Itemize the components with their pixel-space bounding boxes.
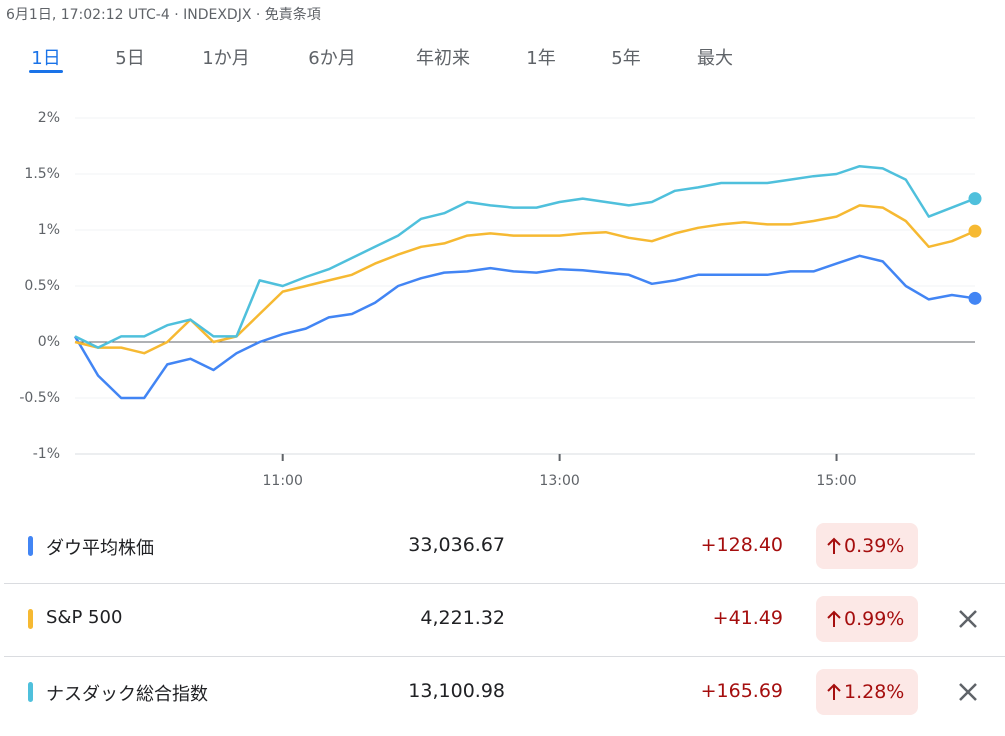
header: 6月1日, 17:02:12 UTC-4 · INDEXDJX · 免責条項	[6, 7, 321, 23]
table-row: ダウ平均株価 33,036.67 +128.40 0.39%	[4, 510, 1005, 584]
tab[interactable]: 5日	[115, 48, 145, 69]
end-dot	[968, 224, 982, 238]
chart: -1% -0.5% 0% 0.5% 1% 1.5% 2% 11:00 13:00 15:00	[19, 110, 982, 489]
tab[interactable]: 1年	[526, 48, 556, 69]
change: +128.40	[700, 534, 783, 556]
y-tick-label: 0.5%	[24, 278, 60, 294]
tab[interactable]: 年初来	[416, 48, 470, 69]
legend-marker	[28, 536, 33, 556]
tab[interactable]: 6か月	[308, 48, 356, 69]
remove-button[interactable]	[956, 680, 980, 708]
close-icon	[959, 610, 977, 628]
up-arrow	[827, 683, 841, 700]
price: 13,100.98	[408, 680, 505, 702]
x-tick-label: 11:00	[263, 473, 303, 489]
tab[interactable]: 1か月	[202, 48, 250, 69]
table-row: ナスダック総合指数 13,100.98 +165.69 1.28%	[4, 656, 1005, 729]
end-dot	[968, 192, 982, 206]
y-tick-label: 0%	[38, 334, 60, 350]
up-arrow	[827, 537, 841, 554]
change: +41.49	[712, 607, 783, 629]
index-name: ナスダック総合指数	[46, 684, 208, 705]
y-tick-label: 1.5%	[24, 166, 60, 182]
index-name: ダウ平均株価	[46, 538, 154, 559]
remove-button[interactable]	[956, 607, 980, 635]
tab[interactable]: 5年	[611, 48, 641, 69]
price: 4,221.32	[420, 607, 505, 629]
price: 33,036.67	[408, 534, 505, 556]
y-tick-label: -0.5%	[19, 390, 60, 406]
x-tick-label: 13:00	[539, 473, 579, 489]
change: +165.69	[700, 680, 783, 702]
tab[interactable]: 最大	[697, 48, 733, 69]
series-line	[74, 204, 976, 355]
end-dot	[968, 291, 982, 305]
x-tick-label: 15:00	[816, 473, 856, 489]
change-percent-chip: 0.39%	[816, 523, 919, 569]
up-arrow	[827, 610, 841, 627]
change-percent: 0.99%	[844, 608, 905, 630]
table-row: S&P 500 4,221.32 +41.49 0.99%	[4, 583, 1005, 657]
legend-marker	[28, 682, 33, 702]
tab[interactable]: 1日	[31, 48, 61, 69]
tab-underline	[29, 70, 63, 73]
index-name: S&P 500	[46, 607, 123, 628]
close-icon	[959, 683, 977, 701]
change-percent: 0.39%	[844, 535, 905, 557]
change-percent-chip: 1.28%	[816, 669, 919, 715]
change-percent: 1.28%	[844, 681, 905, 703]
y-tick-label: -1%	[33, 446, 60, 462]
series-line	[73, 254, 976, 400]
y-tick-label: 2%	[38, 110, 60, 126]
legend-marker	[28, 609, 33, 629]
series-line	[74, 164, 976, 349]
change-percent-chip: 0.99%	[816, 596, 919, 642]
y-tick-label: 1%	[38, 222, 60, 238]
